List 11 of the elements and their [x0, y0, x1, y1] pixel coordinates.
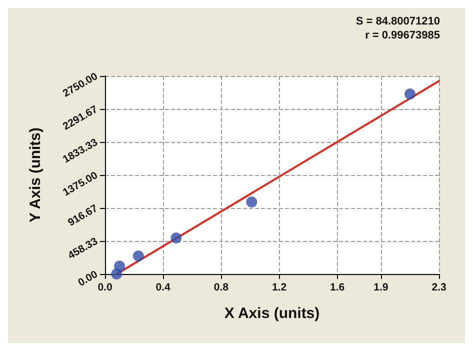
x-axis-title: X Axis (units) [224, 305, 320, 322]
x-tick-label: 2.3 [432, 282, 446, 294]
x-tick-label: 0.0 [98, 282, 112, 294]
x-tick-label: 1.2 [272, 282, 287, 294]
x-tick-label: 1.9 [374, 282, 388, 294]
x-tick-label: 1.6 [330, 282, 345, 294]
text: S = 84.80071210 [356, 16, 440, 28]
x-tick-label: 0.8 [214, 282, 229, 294]
y-axis-title: Y Axis (units) [27, 127, 44, 223]
text: r = 0.99673985 [365, 30, 440, 42]
x-tick-label: 0.4 [156, 282, 171, 294]
